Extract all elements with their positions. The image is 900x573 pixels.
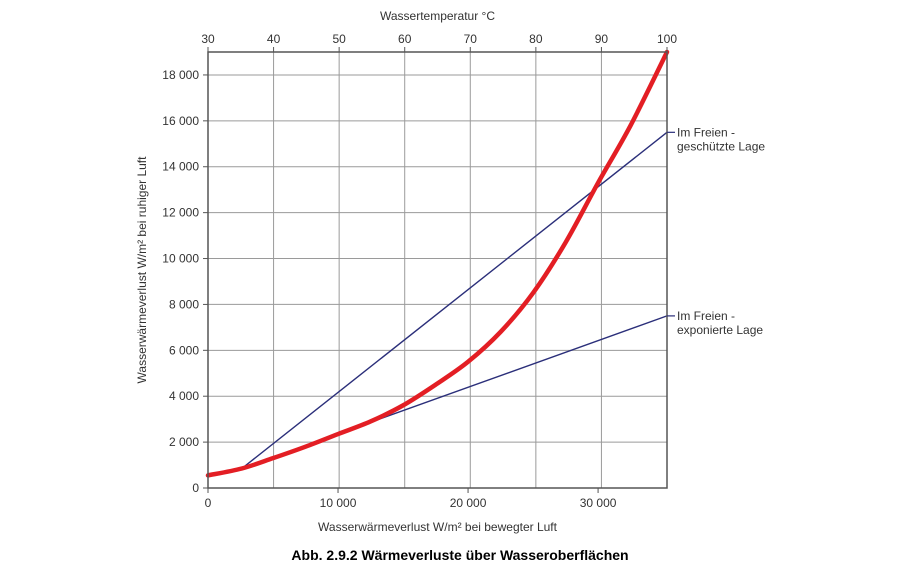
y-tick-label: 6 000: [169, 343, 199, 357]
y-axis-title: Wasserwärmeverlust W/m² bei ruhiger Luft: [135, 156, 149, 384]
annotations: Im Freien - geschützte Lage Im Freien - …: [667, 125, 765, 337]
y-axis-tick-labels: 0 2 000 4 000 6 000 8 000 10 000 12 000 14 000 1…: [162, 68, 208, 495]
y-tick-label: 0: [192, 481, 199, 495]
x-axis-title: Wasserwärmeverlust W/m² bei bewegter Luf…: [318, 520, 558, 534]
top-axis-title: Wassertemperatur °C: [380, 9, 495, 23]
y-tick-label: 8 000: [169, 297, 199, 311]
series-lines: [205, 49, 670, 478]
top-tick-label: 80: [529, 32, 543, 46]
annotation-geschuetzt-line1: Im Freien -: [677, 125, 735, 139]
x-tick-label: 30 000: [580, 496, 617, 510]
top-tick-label: 70: [464, 32, 478, 46]
top-tick-label: 100: [657, 32, 677, 46]
y-tick-label: 18 000: [162, 68, 199, 82]
y-tick-label: 10 000: [162, 252, 199, 266]
top-tick-label: 90: [595, 32, 609, 46]
plot-frame: [207, 51, 668, 489]
annotation-exponiert-line2: exponierte Lage: [677, 323, 763, 337]
x-tick-label: 20 000: [450, 496, 487, 510]
series-line-temperature: [205, 49, 670, 478]
top-tick-label: 40: [267, 32, 281, 46]
gridlines: [207, 52, 668, 489]
annotation-geschuetzt-line2: geschützte Lage: [677, 139, 765, 153]
top-tick-label: 60: [398, 32, 412, 46]
top-tick-label: 30: [201, 32, 215, 46]
top-axis-tick-labels: 30 40 50 60 70 80 90 100: [201, 32, 677, 52]
series-line-geschuetzt: [241, 131, 668, 470]
y-tick-label: 14 000: [162, 160, 199, 174]
figure-caption: Abb. 2.9.2 Wärmeverluste über Wasserober…: [291, 547, 628, 563]
top-tick-label: 50: [332, 32, 346, 46]
x-tick-label: 10 000: [320, 496, 357, 510]
y-tick-label: 4 000: [169, 389, 199, 403]
y-tick-label: 12 000: [162, 206, 199, 220]
annotation-exponiert-line1: Im Freien -: [677, 309, 735, 323]
y-tick-label: 2 000: [169, 435, 199, 449]
x-tick-label: 0: [205, 496, 212, 510]
x-axis-tick-labels: 0 10 000 20 000 30 000: [205, 488, 617, 510]
y-tick-label: 16 000: [162, 114, 199, 128]
